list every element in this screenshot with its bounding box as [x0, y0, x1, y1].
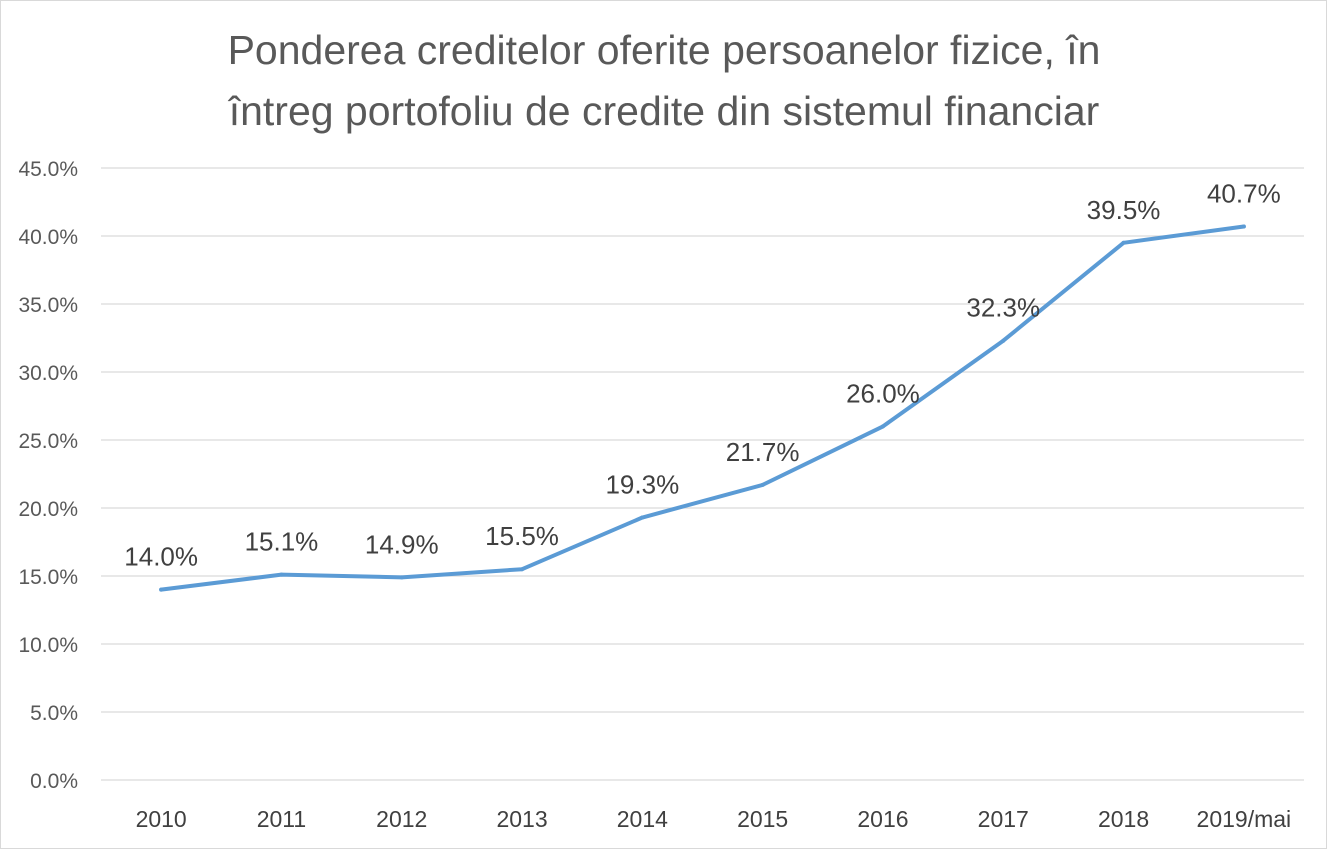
y-axis-ticks: 0.0% 5.0% 10.0% 15.0% 20.0% 25.0% 30.0% 35.0% 40… — [18, 158, 78, 793]
data-label: 21.7% — [726, 437, 800, 467]
x-tick-label: 2012 — [376, 806, 427, 832]
y-tick-label: 20.0% — [18, 498, 78, 521]
x-tick-label: 2014 — [617, 806, 668, 832]
x-tick-label: 2011 — [257, 806, 306, 832]
data-label: 19.3% — [605, 470, 679, 500]
x-tick-label: 2016 — [857, 806, 908, 832]
y-tick-label: 45.0% — [18, 158, 78, 181]
data-point — [640, 515, 645, 520]
x-tick-label: 2015 — [737, 806, 788, 832]
y-tick-label: 5.0% — [30, 702, 78, 725]
data-label: 15.5% — [485, 521, 559, 551]
y-tick-label: 25.0% — [18, 430, 78, 453]
data-point — [760, 482, 765, 487]
series-layer — [159, 224, 1246, 592]
data-label: 14.0% — [124, 542, 198, 572]
x-tick-label: 2019/mai — [1197, 806, 1292, 832]
y-tick-label: 10.0% — [18, 634, 78, 657]
data-label: 15.1% — [245, 527, 319, 557]
y-tick-label: 0.0% — [30, 770, 78, 793]
data-label: 26.0% — [846, 378, 920, 408]
chart-title-line-2: întreg portofoliu de credite din sistemu… — [228, 88, 1100, 134]
y-tick-label: 40.0% — [18, 226, 78, 249]
data-point — [1241, 224, 1246, 229]
x-tick-label: 2010 — [136, 806, 187, 832]
series-line — [159, 224, 1246, 592]
y-tick-label: 15.0% — [18, 566, 78, 589]
x-tick-label: 2017 — [978, 806, 1029, 832]
data-point — [1001, 338, 1006, 343]
y-tick-label: 35.0% — [18, 294, 78, 317]
data-label: 40.7% — [1207, 178, 1281, 208]
x-tick-label: 2013 — [496, 806, 547, 832]
x-tick-label: 2018 — [1098, 806, 1149, 832]
data-label: 14.9% — [365, 529, 439, 559]
data-point — [279, 572, 284, 577]
data-point — [1121, 240, 1126, 245]
data-point — [159, 587, 164, 592]
x-axis-ticks: 2010 2011 2012 2013 2014 2015 2016 2017 2018 2019… — [136, 806, 1292, 832]
data-point — [520, 567, 525, 572]
gridlines — [101, 167, 1304, 781]
data-point — [880, 424, 885, 429]
data-label: 39.5% — [1087, 195, 1161, 225]
y-tick-label: 30.0% — [18, 362, 78, 385]
data-labels: 14.0% 15.1% 14.9% 15.5% 19.3% 21.7% 26.0% 32.3%… — [124, 178, 1280, 571]
data-point — [399, 575, 404, 580]
data-label: 32.3% — [966, 293, 1040, 323]
chart-title-line-1: Ponderea creditelor oferite persoanelor … — [228, 27, 1101, 73]
